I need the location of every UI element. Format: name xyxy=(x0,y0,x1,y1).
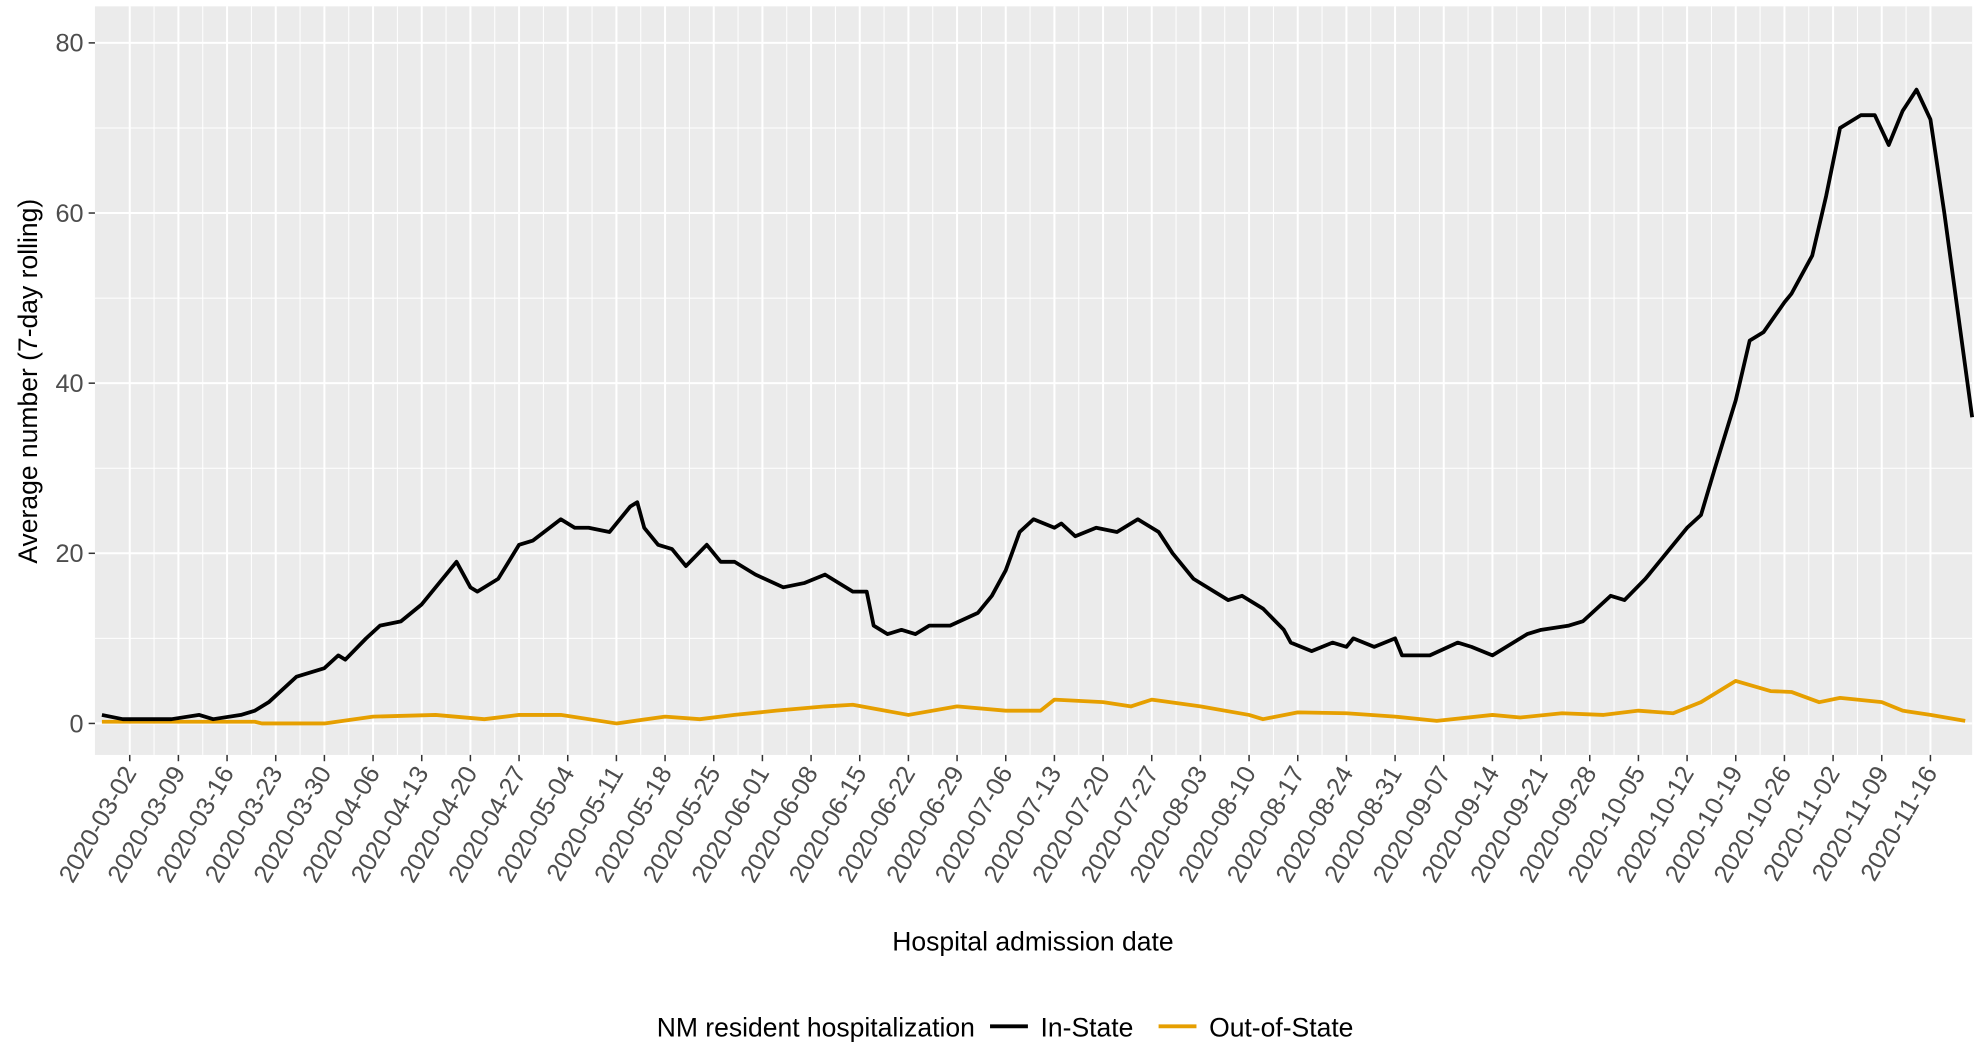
legend: NM resident hospitalization In-State Out-o… xyxy=(657,1012,1354,1042)
x-axis-title: Hospital admission date xyxy=(892,927,1173,957)
series-line xyxy=(101,87,1975,722)
legend-label: In-State xyxy=(1041,1012,1134,1042)
y-tick-label: 80 xyxy=(56,30,84,58)
legend-title: NM resident hospitalization xyxy=(657,1012,975,1042)
y-axis-title: Average number (7-day rolling) xyxy=(13,199,43,564)
series-line xyxy=(101,679,1966,726)
y-tick-label: 20 xyxy=(56,540,84,568)
plot-panel xyxy=(94,6,1973,755)
y-tick-label: 40 xyxy=(56,370,84,398)
legend-label: Out-of-State xyxy=(1209,1012,1353,1042)
y-tick-label: 60 xyxy=(56,200,84,228)
y-tick-label: 0 xyxy=(70,710,84,738)
